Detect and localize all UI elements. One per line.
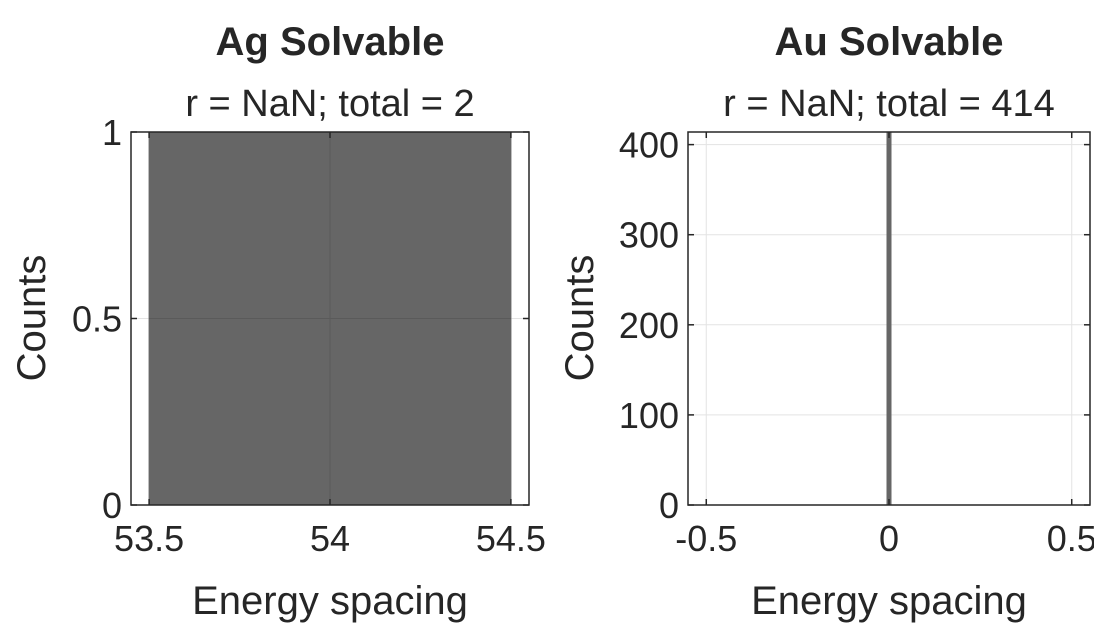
x-tick-label: 0.5 <box>1047 518 1094 559</box>
x-axis-label: Energy spacing <box>751 579 1027 623</box>
y-tick-label: 0.5 <box>72 299 122 340</box>
x-axis-label: Energy spacing <box>192 579 468 623</box>
y-tick-label: 200 <box>619 305 679 346</box>
x-tick-label: -0.5 <box>675 518 737 559</box>
ag-solvable-panel: 53.5 54 54.5 0 0.5 1 Ag Solvable r = NaN; tot… <box>10 20 546 623</box>
bars <box>148 131 512 506</box>
ticks: 53.5 54 54.5 0 0.5 1 <box>72 112 546 559</box>
y-axis-label: Counts <box>558 255 602 382</box>
chart-subtitle: r = NaN; total = 414 <box>723 83 1055 125</box>
y-tick-label: 100 <box>619 395 679 436</box>
chart-title: Ag Solvable <box>216 20 445 64</box>
y-tick-label: 0 <box>659 485 679 526</box>
x-tick-label: 53.5 <box>114 518 184 559</box>
bars <box>886 131 892 506</box>
x-tick-label: 54.5 <box>476 518 546 559</box>
chart-title: Au Solvable <box>775 20 1004 64</box>
y-tick-label: 300 <box>619 215 679 256</box>
y-tick-label: 1 <box>102 112 122 153</box>
chart-subtitle: r = NaN; total = 2 <box>185 83 474 125</box>
y-tick-label: 0 <box>102 485 122 526</box>
x-tick-label: 0 <box>879 518 899 559</box>
y-axis-label: Counts <box>10 255 54 382</box>
x-tick-label: 54 <box>310 518 350 559</box>
y-tick-label: 400 <box>619 125 679 166</box>
histogram-bar <box>886 131 892 506</box>
